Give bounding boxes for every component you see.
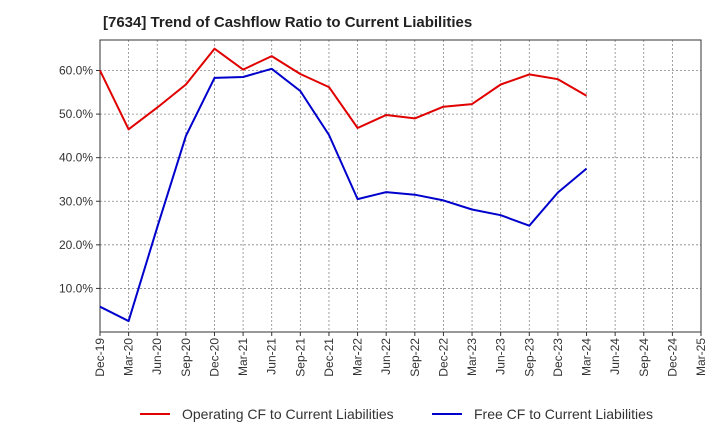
x-tick-label: Mar-22: [351, 338, 365, 376]
legend-label: Operating CF to Current Liabilities: [182, 406, 394, 422]
series-line-2: [99, 67, 588, 323]
x-tick-label: Sep-24: [637, 338, 651, 377]
x-tick-label: Dec-23: [551, 338, 565, 377]
x-tick-label: Dec-19: [93, 338, 107, 377]
y-tick-label: 10.0%: [59, 281, 93, 295]
x-tick-label: Jun-20: [150, 338, 164, 375]
x-tick-label: Sep-20: [179, 338, 193, 377]
x-tick-label: Mar-24: [580, 338, 594, 376]
x-tick-label: Dec-21: [322, 338, 336, 377]
legend: Operating CF to Current Liabilities Free …: [140, 406, 653, 422]
series-line-1: [99, 47, 588, 131]
y-tick-label: 30.0%: [59, 194, 93, 208]
grid-lines: [100, 40, 701, 332]
x-tick-label: Dec-20: [207, 338, 221, 377]
x-tick-label: Jun-21: [265, 338, 279, 375]
y-tick-label: 50.0%: [59, 107, 93, 121]
y-axis-ticks: 10.0% 20.0% 30.0% 40.0% 50.0% 60.0%: [59, 64, 100, 295]
x-tick-label: Mar-23: [465, 338, 479, 376]
x-tick-label: Mar-20: [122, 338, 136, 376]
x-tick-label: Mar-21: [236, 338, 250, 376]
x-tick-label: Mar-25: [694, 338, 708, 376]
x-tick-label: Sep-22: [408, 338, 422, 377]
x-tick-label: Jun-23: [494, 338, 508, 375]
y-tick-label: 20.0%: [59, 238, 93, 252]
x-tick-label: Jun-24: [608, 338, 622, 375]
chart-title: [7634] Trend of Cashflow Ratio to Curren…: [103, 14, 473, 31]
x-tick-label: Dec-24: [665, 338, 679, 377]
y-tick-label: 60.0%: [59, 64, 93, 78]
x-tick-label: Jun-22: [379, 338, 393, 375]
y-tick-label: 40.0%: [59, 151, 93, 165]
x-tick-label: Sep-21: [293, 338, 307, 377]
series-lines: [99, 47, 588, 323]
x-axis-ticks: Dec-19 Mar-20 Jun-20 Sep-20 Dec-20 Mar-21 Jun-…: [93, 332, 708, 377]
x-tick-label: Sep-23: [522, 338, 536, 377]
plot-area: [99, 39, 702, 333]
x-tick-label: Dec-22: [436, 338, 450, 377]
legend-label: Free CF to Current Liabilities: [474, 406, 653, 422]
